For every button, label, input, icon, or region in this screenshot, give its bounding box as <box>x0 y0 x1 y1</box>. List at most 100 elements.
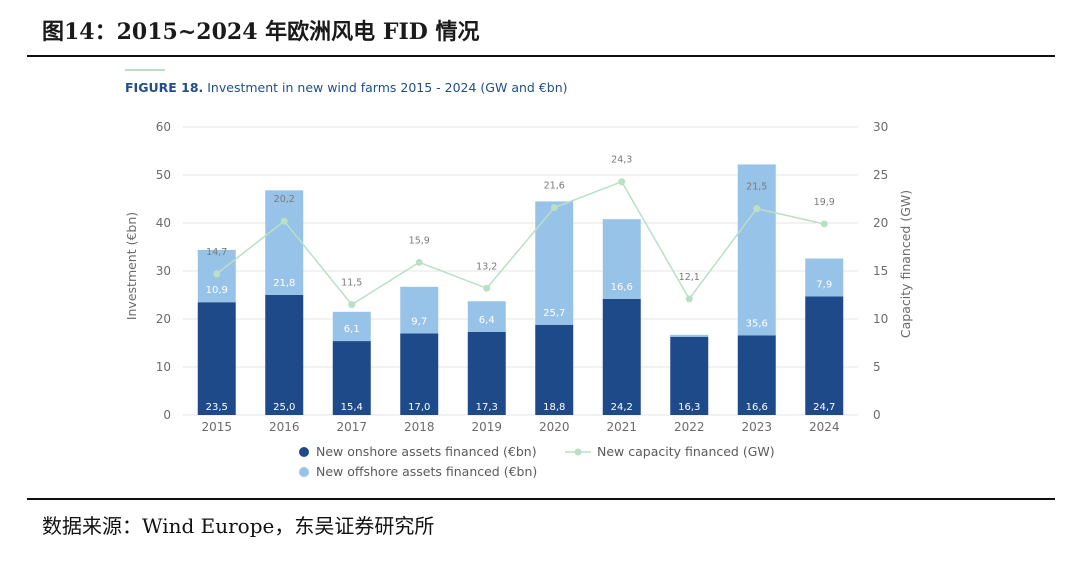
left-axis-title: Investment (€bn) <box>124 212 139 320</box>
y-tick-label: 0 <box>163 408 171 422</box>
data-labels: 23,5 10,9 25,0 21,8 15,4 6,1 17,0 9,7 17,3 6,4 18,… <box>206 155 836 413</box>
bottom-divider <box>27 498 1055 500</box>
capacity-point <box>213 270 221 278</box>
x-tick-label: 2017 <box>336 420 367 434</box>
onshore-value-label: 24,2 <box>611 402 633 413</box>
onshore-value-label: 15,4 <box>341 402 363 413</box>
capacity-line-series <box>213 178 828 309</box>
onshore-bar <box>265 295 304 415</box>
offshore-value-label: 9,7 <box>411 316 427 327</box>
y-tick-label: 40 <box>156 216 171 230</box>
figure-caption-text: Investment in new wind farms 2015 - 2024… <box>207 80 568 95</box>
onshore-value-label: 18,8 <box>543 402 565 413</box>
offshore-value-label: 25,7 <box>543 308 565 319</box>
figure-label: FIGURE 18. <box>125 80 204 95</box>
x-tick-label: 2020 <box>539 420 570 434</box>
y-tick-label: 60 <box>156 120 171 134</box>
capacity-point <box>483 284 491 292</box>
onshore-value-label: 16,3 <box>678 402 700 413</box>
y2-tick-label: 5 <box>873 360 881 374</box>
capacity-point <box>820 220 828 228</box>
capacity-value-label: 19,9 <box>814 197 835 208</box>
capacity-point <box>618 178 626 186</box>
offshore-bar <box>265 190 304 295</box>
x-tick-label: 2016 <box>269 420 300 434</box>
legend-offshore-marker <box>299 467 309 477</box>
y2-tick-label: 25 <box>873 168 888 182</box>
x-tick-label: 2022 <box>674 420 705 434</box>
y-tick-label: 30 <box>156 264 171 278</box>
x-tick-label: 2018 <box>404 420 435 434</box>
offshore-value-label: 16,6 <box>611 282 633 293</box>
onshore-bar <box>197 302 236 415</box>
x-tick-label: 2023 <box>741 420 772 434</box>
figure-accent-line <box>125 69 165 71</box>
capacity-value-label: 14,7 <box>206 247 227 258</box>
onshore-bar <box>332 341 371 415</box>
onshore-bar <box>467 331 506 415</box>
legend-onshore-marker <box>299 447 309 457</box>
capacity-value-label: 21,6 <box>544 181 565 192</box>
capacity-value-label: 12,1 <box>679 272 700 283</box>
offshore-value-label: 6,1 <box>344 324 360 335</box>
onshore-value-label: 16,6 <box>746 402 768 413</box>
y2-tick-label: 15 <box>873 264 888 278</box>
y-tick-label: 10 <box>156 360 171 374</box>
capacity-value-label: 20,2 <box>274 194 295 205</box>
capacity-point <box>753 205 761 213</box>
onshore-value-label: 23,5 <box>206 402 228 413</box>
capacity-value-label: 13,2 <box>476 261 497 272</box>
offshore-bar <box>332 311 371 342</box>
capacity-point <box>415 258 423 266</box>
document-source: 数据来源：Wind Europe，东吴证券研究所 <box>42 514 435 538</box>
onshore-bar <box>805 296 844 415</box>
x-tick-label: 2019 <box>471 420 502 434</box>
offshore-value-label: 21,8 <box>273 278 295 289</box>
onshore-bar <box>670 336 709 415</box>
capacity-value-label: 24,3 <box>611 155 632 166</box>
y2-tick-label: 0 <box>873 408 881 422</box>
document-title: 图14：2015~2024 年欧洲风电 FID 情况 <box>42 19 480 45</box>
capacity-value-label: 21,5 <box>746 182 767 193</box>
onshore-bar <box>737 335 776 415</box>
top-divider <box>27 55 1055 57</box>
onshore-bar <box>400 333 439 415</box>
onshore-value-label: 25,0 <box>273 402 295 413</box>
capacity-value-label: 15,9 <box>409 235 430 246</box>
x-tick-label: 2021 <box>606 420 637 434</box>
offshore-value-label: 6,4 <box>479 315 495 326</box>
x-tick-label: 2015 <box>201 420 232 434</box>
offshore-value-label: 7,9 <box>816 279 832 290</box>
onshore-bar <box>602 298 641 415</box>
offshore-value-label: 10,9 <box>206 285 228 296</box>
figure-caption: FIGURE 18. Investment in new wind farms … <box>125 80 568 95</box>
y2-tick-label: 30 <box>873 120 888 134</box>
onshore-bar <box>535 324 574 415</box>
capacity-point <box>550 204 558 212</box>
y2-tick-label: 20 <box>873 216 888 230</box>
onshore-value-label: 17,3 <box>476 402 498 413</box>
offshore-bar <box>467 301 506 332</box>
offshore-bar <box>535 201 574 325</box>
capacity-value-label: 11,5 <box>341 278 362 289</box>
bar-series <box>197 164 844 415</box>
capacity-point <box>685 295 693 303</box>
legend-offshore-label: New offshore assets financed (€bn) <box>316 464 537 479</box>
legend-capacity-marker <box>574 448 582 456</box>
legend-capacity-label: New capacity financed (GW) <box>597 444 775 459</box>
offshore-value-label: 35,6 <box>746 318 768 329</box>
offshore-value-label: 0,4 <box>681 320 697 331</box>
legend: New onshore assets financed (€bn) New of… <box>299 444 775 479</box>
capacity-point <box>348 301 356 309</box>
onshore-value-label: 24,7 <box>813 402 835 413</box>
axes: Investment (€bn) Capacity financed (GW) … <box>124 120 913 434</box>
x-tick-label: 2024 <box>809 420 840 434</box>
y2-tick-label: 10 <box>873 312 888 326</box>
y-tick-label: 20 <box>156 312 171 326</box>
right-axis-title: Capacity financed (GW) <box>898 190 913 338</box>
y-tick-label: 50 <box>156 168 171 182</box>
offshore-bar <box>805 258 844 297</box>
offshore-bar <box>602 219 641 299</box>
offshore-bar <box>737 164 776 336</box>
